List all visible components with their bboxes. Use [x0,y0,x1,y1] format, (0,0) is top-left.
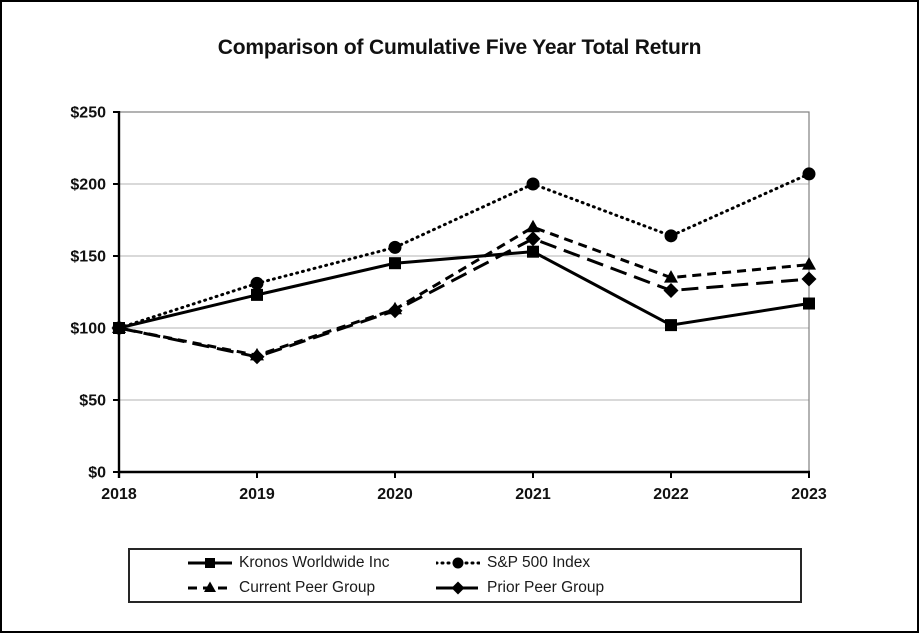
marker-diamond-prior-peer-group [663,283,679,299]
legend-item-sp-500-index: S&P 500 Index [436,554,800,572]
x-tick-label: 2020 [377,486,413,503]
y-tick-label: $150 [70,249,106,266]
marker-circle-s-p-500-index [802,167,816,181]
marker-triangle-current-peer-group [664,270,678,283]
legend-key-marker [204,581,216,593]
marker-square-kronos-worldwide-inc [527,245,539,258]
y-tick-label: $0 [88,465,106,482]
circle-marker-icon [436,557,480,569]
marker-circle-s-p-500-index [388,240,402,254]
marker-diamond-prior-peer-group [111,320,127,336]
legend-label: Kronos Worldwide Inc [239,553,390,571]
square-marker-icon [188,557,232,568]
y-tick-label: $250 [70,105,106,122]
legend-label: Prior Peer Group [487,579,605,597]
marker-circle-s-p-500-index [664,229,678,243]
legend-key-marker [452,557,464,569]
legend: Kronos Worldwide Inc S&P 500 Index Curre… [128,548,802,603]
y-tick-label: $200 [70,177,106,194]
marker-square-kronos-worldwide-inc [665,319,677,332]
series-line-current-peer-group [118,225,810,357]
series-line-prior-peer-group [118,237,810,359]
series-line-kronos-worldwide-inc [118,250,810,330]
marker-diamond-prior-peer-group [801,271,817,287]
marker-triangle-current-peer-group [802,257,816,270]
marker-square-kronos-worldwide-inc [389,257,401,270]
legend-label: S&P 500 Index [487,553,591,571]
triangle-marker-icon [188,581,232,593]
marker-diamond-prior-peer-group [387,303,403,319]
x-tick-label: 2019 [239,486,275,503]
marker-circle-s-p-500-index [250,276,264,290]
marker-square-kronos-worldwide-inc [251,288,263,301]
legend-item-kronos-worldwide-inc: Kronos Worldwide Inc [130,554,436,572]
x-tick-label: 2023 [791,486,827,503]
marker-triangle-current-peer-group [526,219,540,233]
diamond-marker-icon [436,581,480,595]
marker-circle-s-p-500-index [526,177,540,191]
marker-diamond-prior-peer-group [249,349,265,365]
legend-item-prior-peer-group: Prior Peer Group [436,579,800,597]
plot-border [118,111,810,473]
legend-key-marker [451,581,465,595]
legend-item-current-peer-group: Current Peer Group [130,579,436,597]
chart-title: Comparison of Cumulative Five Year Total… [217,36,702,59]
marker-diamond-prior-peer-group [525,231,541,247]
x-tick-label: 2018 [101,486,137,503]
y-tick-label: $100 [70,321,106,338]
y-tick-label: $50 [79,393,106,410]
series-line-s-p-500-index [117,172,811,330]
legend-key-marker [205,557,215,568]
legend-label: Current Peer Group [239,579,376,597]
x-tick-label: 2022 [653,486,689,503]
x-tick-label: 2021 [515,486,551,503]
marker-square-kronos-worldwide-inc [803,297,815,310]
